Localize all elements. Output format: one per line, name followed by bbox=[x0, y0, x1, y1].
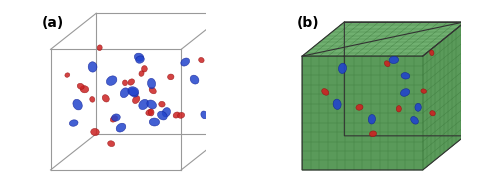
Ellipse shape bbox=[368, 114, 376, 124]
Ellipse shape bbox=[134, 53, 144, 61]
Ellipse shape bbox=[401, 73, 410, 79]
Ellipse shape bbox=[370, 131, 376, 137]
Text: (b): (b) bbox=[297, 16, 320, 30]
Ellipse shape bbox=[146, 110, 152, 116]
Ellipse shape bbox=[73, 99, 83, 110]
Ellipse shape bbox=[102, 95, 110, 102]
Ellipse shape bbox=[322, 89, 329, 95]
Polygon shape bbox=[302, 22, 465, 56]
Ellipse shape bbox=[139, 99, 148, 110]
Polygon shape bbox=[422, 22, 465, 170]
Ellipse shape bbox=[190, 75, 199, 84]
Ellipse shape bbox=[80, 86, 88, 93]
Ellipse shape bbox=[181, 58, 190, 66]
Ellipse shape bbox=[65, 73, 70, 77]
Ellipse shape bbox=[88, 62, 97, 72]
Ellipse shape bbox=[148, 78, 156, 89]
Ellipse shape bbox=[129, 88, 138, 97]
Ellipse shape bbox=[120, 88, 129, 98]
Ellipse shape bbox=[168, 74, 174, 80]
Polygon shape bbox=[302, 56, 422, 170]
Ellipse shape bbox=[106, 76, 117, 85]
Ellipse shape bbox=[173, 112, 180, 118]
Ellipse shape bbox=[415, 103, 422, 111]
Ellipse shape bbox=[430, 111, 436, 116]
Ellipse shape bbox=[128, 87, 138, 96]
Ellipse shape bbox=[421, 89, 426, 93]
Ellipse shape bbox=[132, 96, 140, 104]
Ellipse shape bbox=[162, 108, 170, 117]
Ellipse shape bbox=[158, 111, 167, 120]
Ellipse shape bbox=[150, 118, 160, 126]
Ellipse shape bbox=[90, 97, 95, 102]
Ellipse shape bbox=[128, 79, 134, 85]
Ellipse shape bbox=[110, 116, 117, 122]
Ellipse shape bbox=[112, 114, 120, 121]
Ellipse shape bbox=[108, 141, 114, 147]
Ellipse shape bbox=[136, 56, 144, 63]
Ellipse shape bbox=[198, 58, 204, 63]
Ellipse shape bbox=[333, 99, 341, 109]
Ellipse shape bbox=[116, 123, 126, 132]
Ellipse shape bbox=[90, 128, 100, 136]
Ellipse shape bbox=[97, 45, 102, 51]
Ellipse shape bbox=[410, 116, 418, 124]
Ellipse shape bbox=[338, 63, 346, 74]
Ellipse shape bbox=[148, 109, 154, 116]
Ellipse shape bbox=[158, 101, 165, 107]
Ellipse shape bbox=[142, 66, 148, 72]
Text: (a): (a) bbox=[42, 16, 64, 30]
Ellipse shape bbox=[389, 56, 398, 64]
Ellipse shape bbox=[201, 111, 207, 119]
Ellipse shape bbox=[178, 112, 184, 118]
Ellipse shape bbox=[78, 83, 84, 89]
Ellipse shape bbox=[356, 104, 363, 110]
Ellipse shape bbox=[384, 61, 390, 67]
Ellipse shape bbox=[122, 80, 128, 86]
Ellipse shape bbox=[149, 87, 156, 94]
Ellipse shape bbox=[139, 71, 144, 76]
Ellipse shape bbox=[400, 89, 409, 96]
Ellipse shape bbox=[396, 106, 402, 112]
Ellipse shape bbox=[147, 100, 156, 109]
Ellipse shape bbox=[430, 50, 434, 56]
Ellipse shape bbox=[70, 120, 78, 126]
